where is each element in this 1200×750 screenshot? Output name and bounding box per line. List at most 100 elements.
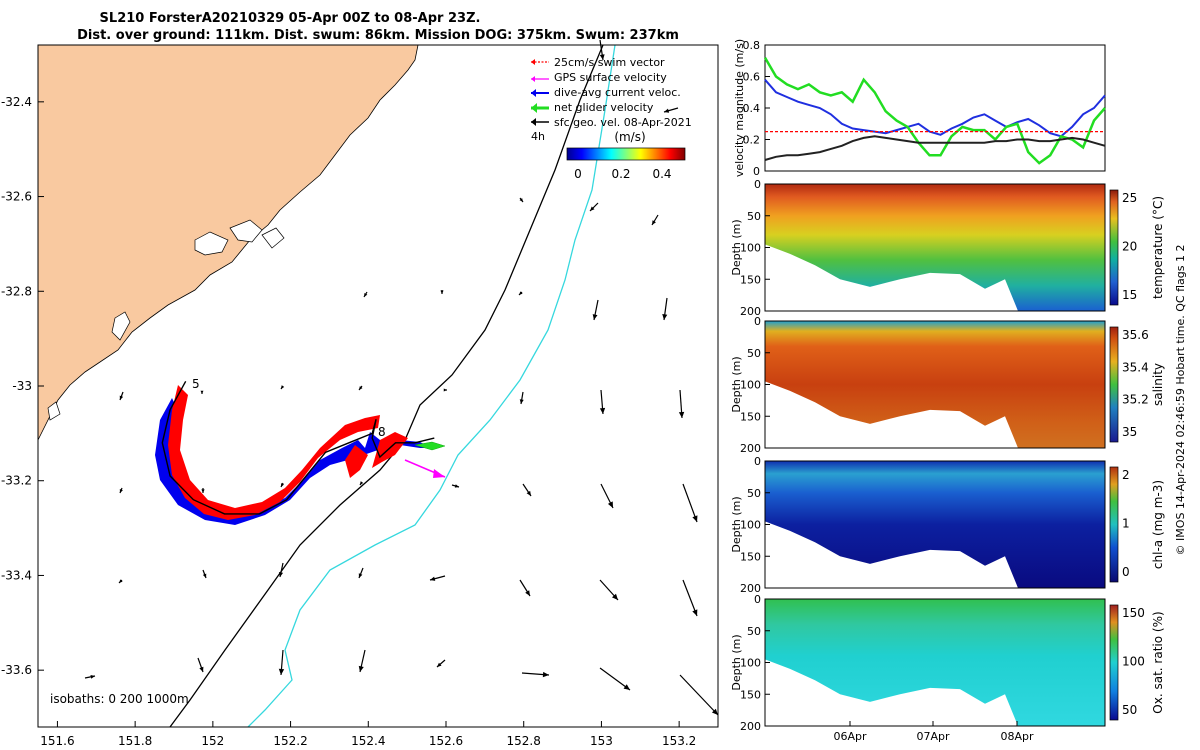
temperature-colorbar-tick: 15 xyxy=(1122,288,1137,302)
salinity-colorbar xyxy=(1109,326,1119,443)
salinity-panel: 0 50 100 150 200 Depth (m) 35.6 35.4 35.2 35 salin… xyxy=(730,315,1165,455)
oxygen-y-tick-label: 100 xyxy=(740,657,761,670)
oxygen-colorbar-tick: 50 xyxy=(1122,703,1137,717)
geo-velocity-arrow xyxy=(682,483,698,523)
geo-velocity-arrow-head xyxy=(692,609,698,616)
swim-vector-band-2 xyxy=(372,432,408,468)
salinity-y-tick-label: 150 xyxy=(740,410,761,423)
estuary-shape xyxy=(229,219,263,243)
estuary-shape xyxy=(261,227,285,249)
geo-velocity-arrow-head xyxy=(454,484,459,488)
geo-velocity-arrow-head xyxy=(664,108,670,113)
oxygen-colorbar-label: Ox. sat. ratio (%) xyxy=(1151,611,1165,713)
ocean-front-line xyxy=(247,44,616,728)
velocity-y-tick-label: 0.4 xyxy=(743,102,761,115)
map-y-tick-label: -32.8 xyxy=(1,284,32,298)
temperature-y-tick-label: 100 xyxy=(740,242,761,255)
velocity-series-line xyxy=(763,56,1106,165)
salinity-y-tick-label: 200 xyxy=(740,442,761,455)
title-line1: SL210 ForsterA20210329 05-Apr 00Z to 08-… xyxy=(100,11,481,26)
section-x-tick-label: 07Apr xyxy=(916,730,950,743)
section-x-tick-label: 06Apr xyxy=(833,730,867,743)
map-x-tick-label: 153 xyxy=(590,734,613,748)
geo-velocity-arrow-head xyxy=(519,198,523,202)
chla-colorbar-tick: 1 xyxy=(1122,517,1130,531)
geo-velocity-arrow-head xyxy=(526,490,531,496)
geo-velocity-arrow-head xyxy=(592,314,598,320)
map-x-tick-label: 152.2 xyxy=(273,734,307,748)
temperature-colorbar-tick: 25 xyxy=(1122,191,1137,205)
geo-velocity-arrow-head xyxy=(281,483,285,487)
map-y-tick-label: -32.4 xyxy=(1,95,32,109)
geo-velocity-arrow-head xyxy=(590,206,595,211)
geo-velocity-arrow-head xyxy=(607,501,613,508)
day-marker-8: 8 xyxy=(378,425,386,439)
salinity-y-tick-label: 0 xyxy=(754,315,761,328)
chla-colorbar-tick: 0 xyxy=(1122,565,1130,579)
geo-velocity-arrow-head xyxy=(623,684,630,690)
geo-velocity-arrow-head xyxy=(358,665,364,672)
temperature-panel: 0 50 100 150 200 Depth (m) 25 20 15 temperature (… xyxy=(730,178,1165,318)
geostrophic-velocity-arrows xyxy=(84,39,719,716)
colorbar-tick-1: 0.2 xyxy=(611,167,630,181)
map-x-tick-label: 152.8 xyxy=(507,734,541,748)
colorbar-tick-2: 0.4 xyxy=(652,167,671,181)
map-x-tick-label: 152.4 xyxy=(351,734,385,748)
velocity-colorbar xyxy=(566,147,686,161)
geo-velocity-arrow-head xyxy=(437,662,442,667)
temperature-y-tick-label: 150 xyxy=(740,273,761,286)
geo-velocity-arrow xyxy=(682,579,698,617)
salinity-y-tick-label: 50 xyxy=(747,347,761,360)
geo-velocity-arrow-head xyxy=(542,671,549,678)
section-x-tick-label: 08Apr xyxy=(1000,730,1034,743)
map-y-tick-label: -32.6 xyxy=(1,190,32,204)
geo-velocity-arrow-head xyxy=(281,385,285,389)
oxygen-y-tick-label: 150 xyxy=(740,688,761,701)
map-y-tick-label: -33.2 xyxy=(1,474,32,488)
temperature-colorbar xyxy=(1109,189,1119,306)
chla-colorbar xyxy=(1109,466,1119,583)
map-y-tick-label: -33 xyxy=(12,379,32,393)
geo-velocity-arrow-head xyxy=(359,386,363,390)
chla-y-tick-label: 150 xyxy=(740,550,761,563)
chla-y-tick-label: 200 xyxy=(740,582,761,595)
velocity-y-ticks: 0 0.2 0.4 0.6 0.8 xyxy=(743,39,770,178)
estuary-shape xyxy=(111,311,131,341)
geo-velocity-arrow-head xyxy=(360,481,364,485)
geo-velocity-arrow-head xyxy=(525,590,530,596)
title-line2: Dist. over ground: 111km. Dist. swum: 86… xyxy=(77,28,679,43)
chla-colorbar-tick: 2 xyxy=(1122,468,1130,482)
geo-velocity-arrow-head xyxy=(90,674,95,679)
estuary-shape xyxy=(47,401,61,421)
oxygen-y-tick-label: 0 xyxy=(754,593,761,606)
colorbar-tick-0: 0 xyxy=(574,167,582,181)
oxygen-section-field xyxy=(765,599,1105,726)
legend-swim-vector: 25cm/s swim vector xyxy=(554,56,665,69)
isobaths-label: isobaths: 0 200 1000m xyxy=(50,692,189,706)
map-y-tick-label: -33.4 xyxy=(1,568,32,582)
velocity-series xyxy=(763,56,1106,165)
chla-y-tick-label: 50 xyxy=(747,487,761,500)
land-coastline xyxy=(37,44,419,441)
copyright-notice: © IMOS 14-Apr-2024 02:46:59 Hobart time.… xyxy=(1174,245,1187,556)
map-x-tick-label: 153.2 xyxy=(662,734,696,748)
geo-velocity-arrow-head xyxy=(611,593,618,600)
map-x-tick-label: 152 xyxy=(201,734,224,748)
chla-section-field xyxy=(765,461,1105,588)
geo-velocity-arrow-head xyxy=(599,54,605,60)
legend-colorbar-label: (m/s) xyxy=(614,130,645,144)
gps-arrow-head xyxy=(433,469,445,478)
geo-velocity-arrow-head xyxy=(364,292,368,297)
map-y-tick-label: -33.6 xyxy=(1,663,32,677)
temperature-section-field xyxy=(765,184,1105,311)
oxygen-colorbar-tick: 150 xyxy=(1122,606,1145,620)
temperature-y-tick-label: 0 xyxy=(754,178,761,191)
salinity-colorbar-tick: 35 xyxy=(1122,425,1137,439)
estuary-shape xyxy=(194,231,229,256)
geo-velocity-arrow xyxy=(599,667,631,691)
temperature-ylabel: Depth (m) xyxy=(730,219,743,275)
day-marker-5: 5 xyxy=(192,377,200,391)
legend-time-label: 4h xyxy=(531,130,545,143)
geo-velocity-arrow-head xyxy=(200,390,204,394)
